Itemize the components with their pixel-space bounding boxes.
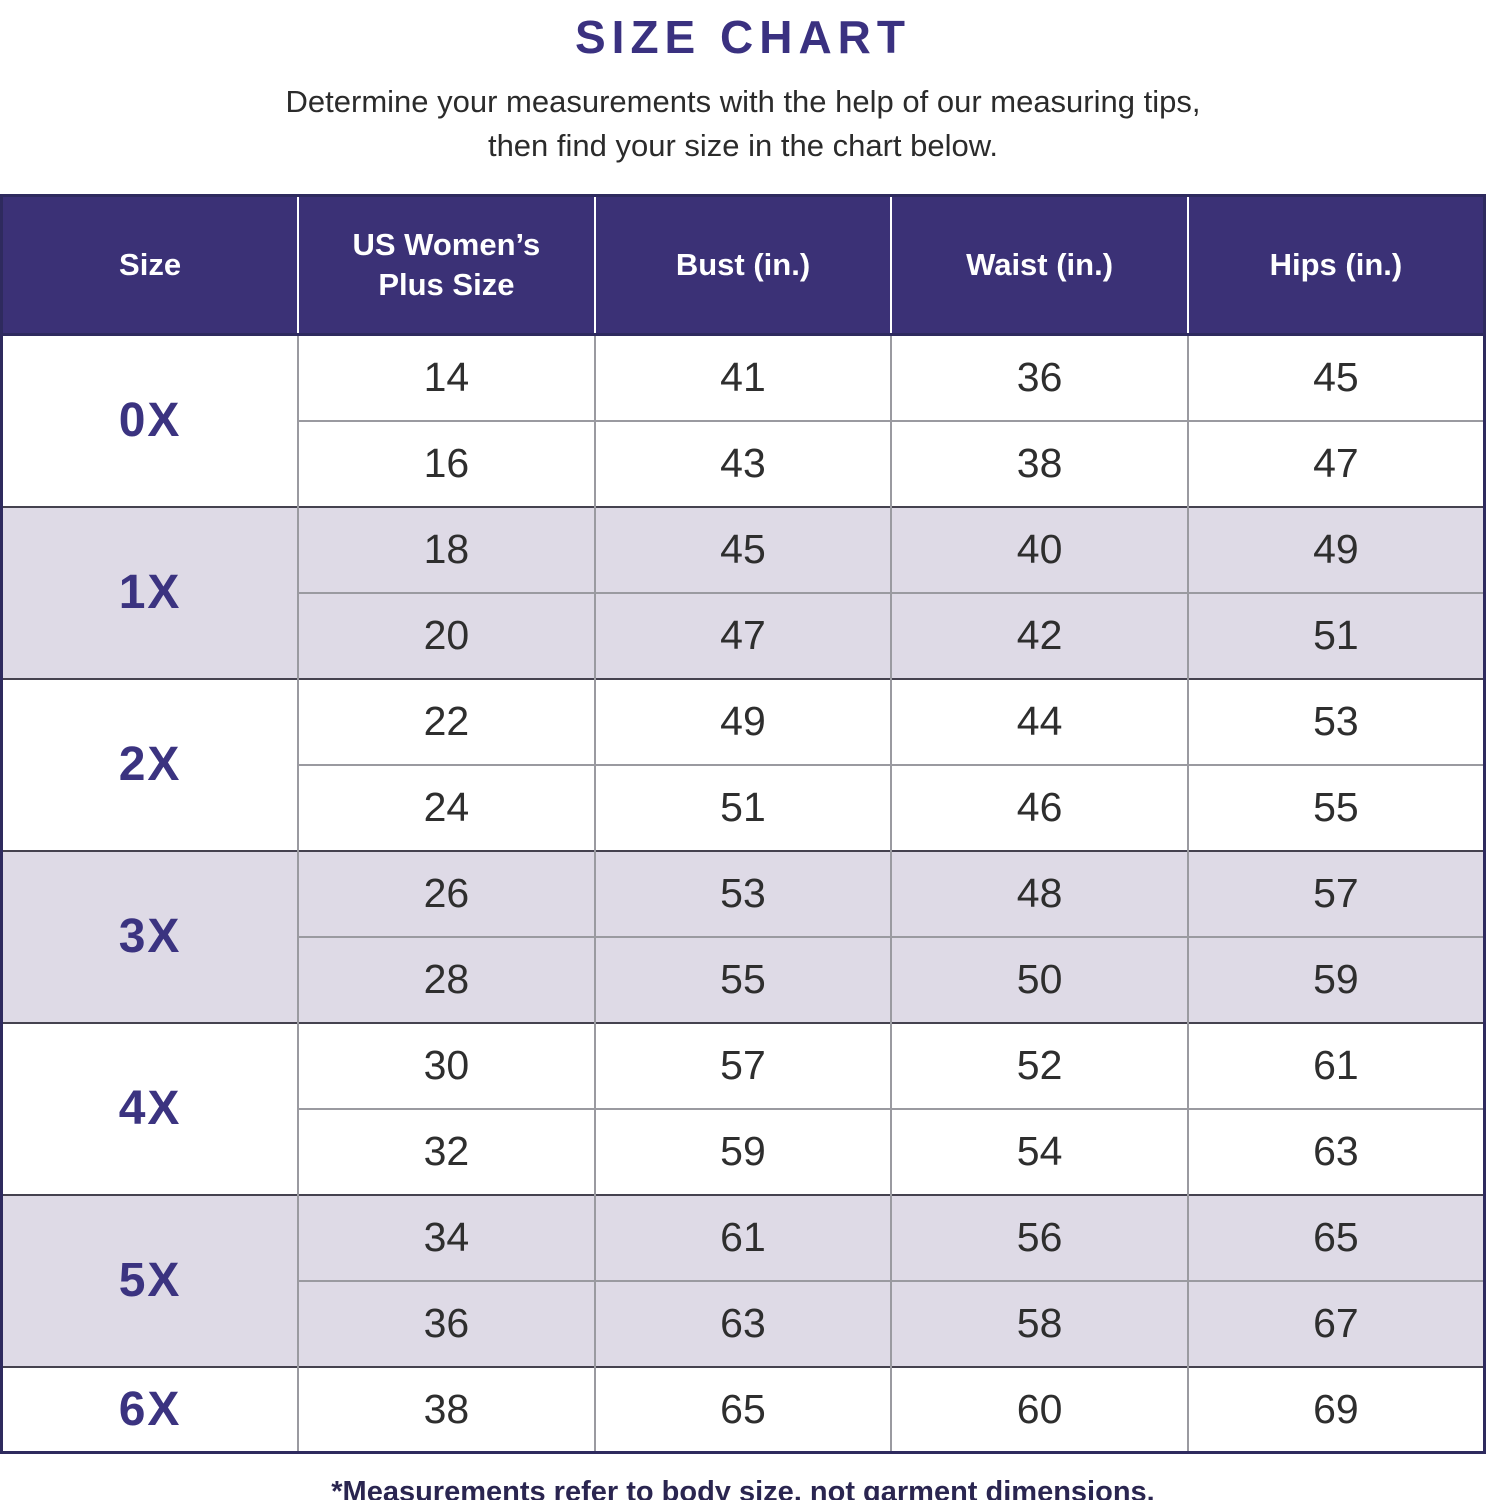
table-row: 6X 38 65 60 69 — [1, 1366, 1485, 1453]
size-group-3x: 3X 26 53 48 57 28 55 50 59 — [1, 850, 1485, 1023]
column-header-size: Size — [1, 195, 299, 335]
table-cell-waist: 58 — [890, 1279, 1188, 1367]
table-row: 28 55 50 59 — [2, 935, 1485, 1023]
table-cell-plus-size: 14 — [297, 334, 595, 421]
table-cell-hips: 69 — [1186, 1366, 1485, 1453]
table-cell-bust: 43 — [593, 419, 892, 507]
table-cell-plus-size: 36 — [297, 1279, 595, 1367]
table-cell-plus-size: 34 — [297, 1194, 595, 1281]
size-chart-table: Size US Women’s Plus Size Bust (in.) Wai… — [0, 194, 1486, 1455]
size-group-2x: 2X 22 49 44 53 24 51 46 55 — [1, 678, 1485, 851]
table-header: Size US Women’s Plus Size Bust (in.) Wai… — [1, 195, 1485, 335]
size-group-6x: 6X 38 65 60 69 — [1, 1366, 1485, 1453]
table-row: 1X 18 45 40 49 — [1, 506, 1485, 679]
size-group-label: 2X — [1, 678, 299, 851]
footnote: *Measurements refer to body size, not ga… — [331, 1476, 1155, 1500]
table-cell-waist: 60 — [890, 1366, 1188, 1453]
table-cell-hips: 65 — [1186, 1194, 1485, 1281]
table-cell-plus-size: 26 — [297, 850, 595, 937]
table-cell-plus-size: 18 — [297, 506, 595, 593]
table-cell-bust: 57 — [593, 1022, 892, 1109]
table-row: 5X 34 61 56 65 — [1, 1194, 1485, 1367]
size-group-label: 4X — [1, 1022, 299, 1195]
table-cell-bust: 45 — [593, 506, 892, 593]
size-group-label: 5X — [1, 1194, 299, 1367]
table-cell-hips: 55 — [1186, 763, 1485, 851]
size-group-1x: 1X 18 45 40 49 20 47 42 51 — [1, 506, 1485, 679]
table-cell-waist: 56 — [890, 1194, 1188, 1281]
table-cell-waist: 52 — [890, 1022, 1188, 1109]
table-row: 4X 30 57 52 61 — [1, 1022, 1485, 1195]
table-cell-bust: 63 — [593, 1279, 892, 1367]
size-group-label: 1X — [1, 506, 299, 679]
column-header-bust: Bust (in.) — [593, 195, 892, 335]
table-cell-waist: 36 — [890, 334, 1188, 421]
table-cell-bust: 55 — [593, 935, 892, 1023]
table-cell-bust: 41 — [593, 334, 892, 421]
table-cell-hips: 63 — [1186, 1107, 1485, 1195]
table-cell-plus-size: 22 — [297, 678, 595, 765]
table-cell-hips: 57 — [1186, 850, 1485, 937]
table-row: 0X 14 41 36 45 — [1, 334, 1485, 507]
table-cell-bust: 65 — [593, 1366, 892, 1453]
table-cell-plus-size: 28 — [297, 935, 595, 1023]
table-cell-waist: 48 — [890, 850, 1188, 937]
table-cell-hips: 49 — [1186, 506, 1485, 593]
table-row: 32 59 54 63 — [2, 1107, 1485, 1195]
column-header-waist: Waist (in.) — [890, 195, 1188, 335]
page-title: SIZE CHART — [575, 11, 911, 63]
column-header-us-womens-plus-size: US Women’s Plus Size — [297, 195, 595, 335]
table-cell-plus-size: 16 — [297, 419, 595, 507]
table-cell-bust: 53 — [593, 850, 892, 937]
table-cell-hips: 61 — [1186, 1022, 1485, 1109]
size-group-label: 6X — [1, 1366, 299, 1453]
subtitle-line-1: Determine your measurements with the hel… — [285, 84, 1201, 119]
column-header-hips: Hips (in.) — [1186, 195, 1485, 335]
size-group-label: 0X — [1, 334, 299, 507]
table-row: 24 51 46 55 — [2, 763, 1485, 851]
table-cell-bust: 49 — [593, 678, 892, 765]
table-cell-waist: 50 — [890, 935, 1188, 1023]
table-cell-waist: 42 — [890, 591, 1188, 679]
table-cell-bust: 51 — [593, 763, 892, 851]
table-cell-bust: 61 — [593, 1194, 892, 1281]
table-cell-waist: 40 — [890, 506, 1188, 593]
page-subtitle: Determine your measurements with the hel… — [0, 80, 1486, 168]
table-cell-waist: 46 — [890, 763, 1188, 851]
table-cell-plus-size: 24 — [297, 763, 595, 851]
table-cell-bust: 59 — [593, 1107, 892, 1195]
size-group-4x: 4X 30 57 52 61 32 59 54 63 — [1, 1022, 1485, 1195]
table-cell-hips: 67 — [1186, 1279, 1485, 1367]
size-group-5x: 5X 34 61 56 65 36 63 58 67 — [1, 1194, 1485, 1367]
header-row: Size US Women’s Plus Size Bust (in.) Wai… — [1, 195, 1485, 335]
table-cell-plus-size: 30 — [297, 1022, 595, 1109]
table-cell-plus-size: 38 — [297, 1366, 595, 1453]
table-cell-plus-size: 20 — [297, 591, 595, 679]
size-group-0x: 0X 14 41 36 45 16 43 38 47 — [1, 334, 1485, 507]
table-cell-hips: 47 — [1186, 419, 1485, 507]
table-row: 36 63 58 67 — [2, 1279, 1485, 1367]
table-row: 16 43 38 47 — [2, 419, 1485, 507]
table-cell-hips: 53 — [1186, 678, 1485, 765]
table-row: 20 47 42 51 — [2, 591, 1485, 679]
table-cell-waist: 54 — [890, 1107, 1188, 1195]
table-cell-hips: 59 — [1186, 935, 1485, 1023]
table-cell-waist: 38 — [890, 419, 1188, 507]
table-row: 3X 26 53 48 57 — [1, 850, 1485, 1023]
subtitle-line-2: then find your size in the chart below. — [487, 128, 999, 164]
table-cell-plus-size: 32 — [297, 1107, 595, 1195]
size-group-label: 3X — [1, 850, 299, 1023]
table-cell-hips: 51 — [1186, 591, 1485, 679]
table-row: 2X 22 49 44 53 — [1, 678, 1485, 851]
table-cell-hips: 45 — [1186, 334, 1485, 421]
table-cell-bust: 47 — [593, 591, 892, 679]
table-cell-waist: 44 — [890, 678, 1188, 765]
